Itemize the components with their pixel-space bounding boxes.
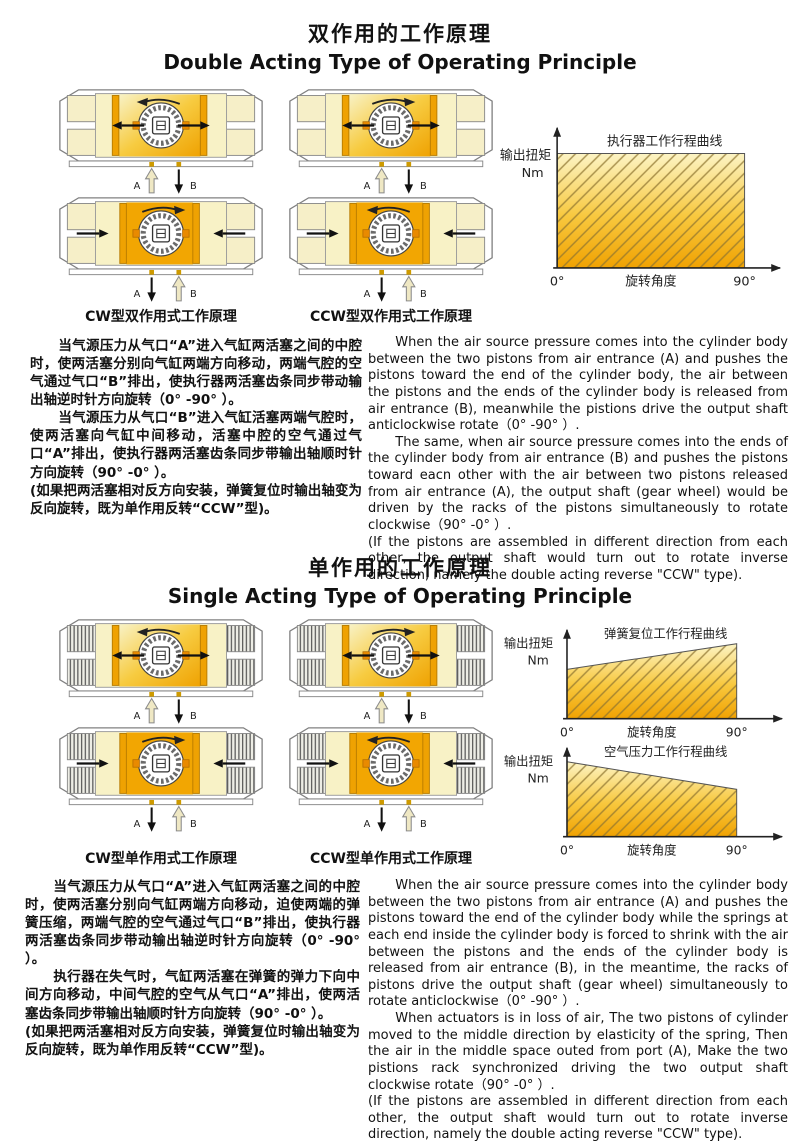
svg-text:Nm: Nm (528, 771, 549, 785)
double-acting-text-zh: 当气源压力从气口“A”进入气缸两活塞之间的中腔时，使两活塞分别向气缸两端方向移动… (30, 337, 362, 518)
actuator-diagram-ccw-single: A B A B (285, 618, 497, 833)
paragraph: When the air source pressure comes into … (368, 878, 788, 1010)
caption-ccw-double: CCW型双作用式工作原理 (310, 309, 472, 325)
paragraph: 当气源压力从气口“A”进入气缸两活塞之间的中腔时，使两活塞分别向气缸两端方向移动… (30, 338, 362, 409)
single-acting-title-zh: 单作用的工作原理 (308, 556, 492, 580)
paragraph: The same, when air source pressure comes… (368, 434, 788, 533)
svg-text:B: B (190, 711, 197, 722)
actuator-diagram-cw-single: A B A B (55, 618, 267, 833)
double-acting-title-zh: 双作用的工作原理 (308, 22, 492, 46)
svg-text:B: B (420, 819, 427, 830)
svg-text:B: B (190, 819, 197, 830)
svg-text:旋转角度: 旋转角度 (627, 724, 676, 739)
svg-text:B: B (420, 181, 427, 192)
svg-text:Nm: Nm (522, 166, 544, 181)
svg-text:B: B (190, 181, 197, 192)
svg-text:90°: 90° (733, 275, 756, 290)
svg-text:0°: 0° (560, 725, 574, 739)
caption-ccw-single: CCW型单作用式工作原理 (310, 851, 472, 867)
svg-text:A: A (134, 711, 141, 722)
paragraph: 当气源压力从气口“B”进入气缸活塞两端气腔时，使两活塞向气缸中间移动，活塞中腔的… (30, 410, 362, 481)
double-acting-title-en: Double Acting Type of Operating Principl… (163, 50, 637, 74)
svg-text:空气压力工作行程曲线: 空气压力工作行程曲线 (604, 744, 727, 759)
svg-text:A: A (364, 289, 371, 300)
paragraph: When the air source pressure comes into … (368, 335, 788, 434)
paragraph: When actuators is in loss of air, The tw… (368, 1011, 788, 1093)
paragraph: (If the pistons are assembled in differe… (368, 1094, 788, 1143)
actuator-diagram-ccw-double: A B A B (285, 88, 497, 303)
svg-text:90°: 90° (726, 725, 748, 739)
paragraph: (如果把两活塞相对反方向安装，弹簧复位时输出轴变为反向旋转，既为单作用反转“CC… (30, 482, 362, 517)
single-acting-title-en: Single Acting Type of Operating Principl… (167, 584, 633, 608)
svg-text:旋转角度: 旋转角度 (625, 274, 676, 290)
svg-text:弹簧复位工作行程曲线: 弹簧复位工作行程曲线 (604, 626, 727, 641)
svg-text:旋转角度: 旋转角度 (627, 842, 676, 857)
double-acting-text-en: When the air source pressure comes into … (368, 335, 788, 584)
svg-text:A: A (364, 819, 371, 830)
paragraph: 执行器在失气时，气缸两活塞在弹簧的弹力下向中间方向移动，中间气腔的空气从气口“A… (25, 969, 360, 1022)
single-acting-text-zh: 当气源压力从气口“A”进入气缸两活塞之间的中腔时，使两活塞分别向气缸两端方向移动… (25, 878, 360, 1059)
svg-text:90°: 90° (726, 843, 748, 857)
caption-cw-single: CW型单作用式工作原理 (85, 851, 237, 867)
torque-chart-spring-return: 弹簧复位工作行程曲线输出扭矩 Nm 0° 旋转角度 90° (492, 622, 788, 744)
svg-text:B: B (420, 711, 427, 722)
single-acting-header: 单作用的工作原理 Single Acting Type of Operating… (0, 552, 800, 608)
svg-text:Nm: Nm (528, 653, 549, 667)
svg-text:执行器工作行程曲线: 执行器工作行程曲线 (607, 135, 723, 150)
svg-text:输出扭矩: 输出扭矩 (504, 754, 553, 769)
svg-text:输出扭矩: 输出扭矩 (500, 147, 551, 163)
torque-chart-air-pressure: 空气压力工作行程曲线输出扭矩 Nm 0° 旋转角度 90° (492, 740, 788, 862)
paragraph: 当气源压力从气口“A”进入气缸两活塞之间的中腔时，使两活塞分别向气缸两端方向移动… (25, 879, 360, 968)
paragraph: (如果把两活塞相对反方向安装，弹簧复位时输出轴变为反向旋转，既为单作用反转“CC… (25, 1023, 360, 1058)
paragraph: (If the pistons are assembled in differe… (368, 534, 788, 583)
svg-text:0°: 0° (560, 843, 574, 857)
caption-cw-double: CW型双作用式工作原理 (85, 309, 237, 325)
single-acting-text-en: When the air source pressure comes into … (368, 878, 788, 1144)
svg-text:A: A (364, 711, 371, 722)
svg-text:A: A (134, 181, 141, 192)
svg-text:0°: 0° (550, 275, 565, 290)
torque-chart-double-acting: 执行器工作行程曲线输出扭矩 Nm 0° 旋转角度 90° (492, 118, 788, 303)
svg-text:输出扭矩: 输出扭矩 (504, 636, 553, 651)
svg-text:B: B (190, 289, 197, 300)
svg-text:A: A (134, 819, 141, 830)
svg-text:A: A (364, 181, 371, 192)
double-acting-header: 双作用的工作原理 Double Acting Type of Operating… (0, 18, 800, 74)
actuator-diagram-cw-double: A B A B (55, 88, 267, 303)
svg-text:A: A (134, 289, 141, 300)
svg-text:B: B (420, 289, 427, 300)
